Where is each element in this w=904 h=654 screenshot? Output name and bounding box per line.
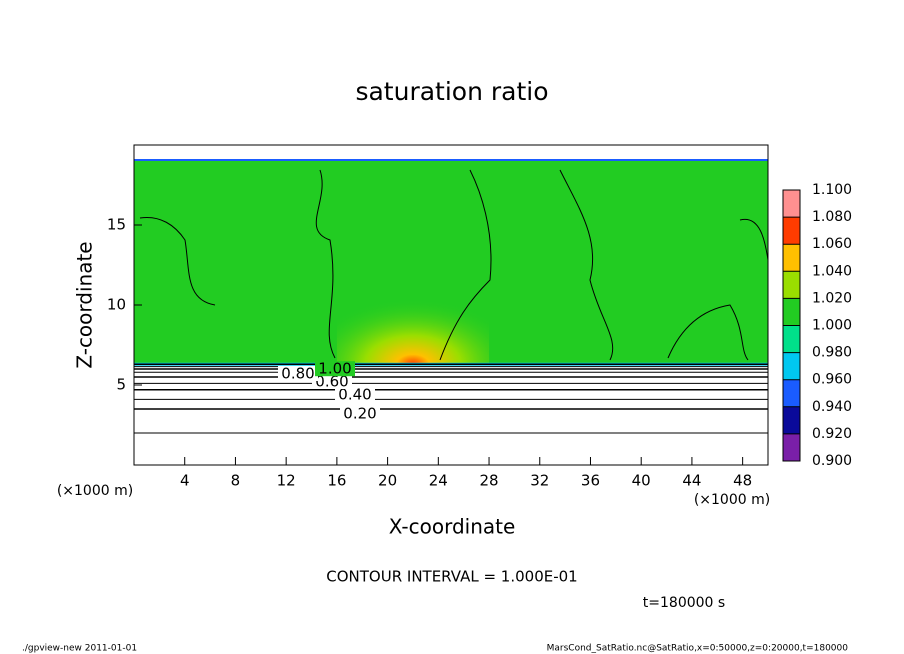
contour-squiggle (139, 216, 216, 306)
colorbar-label: 1.000 (812, 318, 852, 334)
y-axis-label: Z-coordinate (73, 241, 97, 368)
y-tick-label: 5 (116, 376, 126, 394)
contour-label: 0.60 (315, 373, 348, 391)
colorbar-label: 0.940 (812, 399, 852, 415)
colorbar-label: 1.100 (812, 182, 852, 198)
contour-squiggle (315, 169, 336, 359)
chart-title: saturation ratio (355, 77, 548, 106)
y-tick-label: 15 (107, 216, 126, 234)
x-tick-label: 20 (378, 472, 397, 490)
colorbar-box (783, 433, 800, 461)
x-tick-label: 28 (479, 472, 498, 490)
contour-label: 1.00 (318, 360, 351, 378)
field: 0.20 0.400.600.80 1.00 (134, 159, 769, 434)
colorbar-box (783, 325, 800, 353)
x-tick-label: 16 (327, 472, 346, 490)
colorbar-label: 0.980 (812, 345, 852, 361)
colorbar-box (783, 379, 800, 407)
contour-label-bg (315, 361, 355, 377)
contour-label: 0.20 (343, 405, 376, 423)
colorbar-box (783, 244, 800, 272)
warm-core (336, 273, 490, 365)
x-unit-label: (×1000 m) (57, 483, 133, 499)
time-label: t=180000 s (643, 595, 725, 611)
contour-squiggle (439, 169, 492, 361)
x-tick-label: 4 (180, 472, 190, 490)
contour-label-bg (278, 366, 318, 381)
colorbar-box (783, 190, 800, 218)
colorbar-box (783, 271, 800, 299)
contour-squiggle (739, 218, 769, 261)
x-tick-label: 12 (277, 472, 296, 490)
footer-right: MarsCond_SatRatio.nc@SatRatio,x=0:50000,… (547, 644, 849, 654)
colorbar-box (783, 298, 800, 326)
x-axis-label: X-coordinate (389, 515, 516, 539)
contour-label-bg (312, 374, 352, 389)
x-tick-label: 32 (530, 472, 549, 490)
contour-squiggle (559, 169, 614, 361)
colorbar-box (783, 406, 800, 434)
contour-label: 0.40 (338, 385, 371, 403)
colorbar-box (783, 217, 800, 245)
x-tick-label: 44 (682, 472, 701, 490)
colorbar-label: 0.920 (812, 426, 852, 442)
x-tick-label: 8 (231, 472, 241, 490)
colorbar-label: 0.900 (812, 453, 852, 469)
x-tick-label: 24 (429, 472, 448, 490)
contour-label-bg (340, 406, 380, 421)
x-tick-label: 40 (632, 472, 651, 490)
contour-squiggle (667, 304, 749, 361)
colorbar-label: 1.020 (812, 290, 852, 306)
x-tick-label: 48 (733, 472, 752, 490)
colorbar-label: 0.960 (812, 372, 852, 388)
colorbar-label: 1.060 (812, 236, 852, 252)
contour-interval: CONTOUR INTERVAL = 1.000E-01 (326, 568, 577, 586)
colorbar-box (783, 352, 800, 380)
contour-label: 0.80 (281, 365, 314, 383)
colorbar-label: 1.040 (812, 263, 852, 279)
contour-label-bg (335, 386, 375, 402)
footer-left: ./gpview-new 2011-01-01 (22, 644, 137, 654)
x-unit-label: (×1000 m) (694, 492, 770, 508)
colorbar-label: 1.080 (812, 209, 852, 225)
y-tick-label: 10 (107, 296, 126, 314)
x-tick-label: 36 (581, 472, 600, 490)
